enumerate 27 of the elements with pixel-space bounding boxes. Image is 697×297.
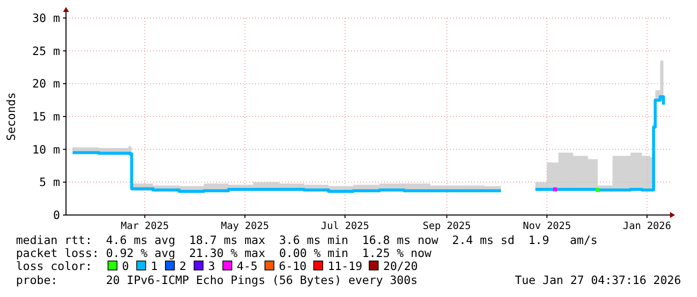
y-tick-label: 25 m [32, 44, 60, 58]
legend-title: loss color: [16, 259, 92, 273]
x-tick-label: Sep 2025 [422, 221, 471, 232]
legend-label: 1 [150, 259, 158, 273]
y-tick-label: 0 [53, 208, 60, 222]
x-tick-label: Jul 2025 [320, 221, 370, 232]
x-tick-label: Mar 2025 [120, 221, 169, 232]
y-tick-label: 15 m [32, 110, 60, 124]
text: Tue Jan 27 04:37:16 2026 [514, 273, 682, 287]
y-tick-label: 5 m [39, 175, 60, 190]
legend-label: 3 [208, 259, 216, 273]
text: probe: 20 IPv6-ICMP Echo Pings (56 Bytes) every 300s [16, 273, 418, 287]
y-tick-label: 20 m [32, 76, 60, 91]
x-tick-label: May 2025 [220, 221, 269, 232]
x-tick-label: Jan 2026 [622, 221, 672, 232]
x-tick-label: Nov 2025 [522, 221, 571, 232]
legend-label: 4-5 [236, 259, 258, 273]
y-tick-label: 10 m [32, 142, 60, 156]
legend-label: 11-19 [328, 259, 362, 273]
y-axis-title: Seconds [4, 92, 18, 141]
y-tick-label: 30 m [32, 11, 60, 26]
legend-label: 2 [179, 259, 186, 273]
legend-label: 20/20 [383, 259, 418, 273]
text: median rtt: 4.6 ms avg 18.7 ms max 3.6 ms min 16.8 ms now 2.4 ms sd 1.9 am/s [16, 233, 598, 247]
legend-label: 0 [122, 259, 129, 273]
legend-label: 6-10 [278, 259, 307, 273]
text: packet loss: 0.92 % avg 21.30 % max 0.00 % min 1.25 % now [16, 246, 432, 260]
